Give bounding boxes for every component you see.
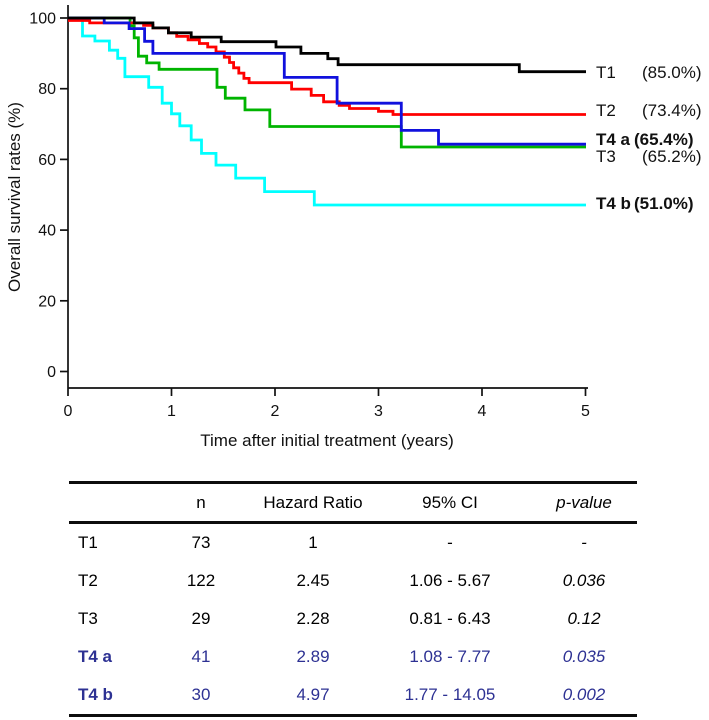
row-n: 41 [191, 647, 211, 666]
row-label: T1 [78, 533, 98, 552]
row-p: - [581, 533, 587, 552]
survival-curve-T1 [68, 16, 586, 74]
y-tick-label: 40 [38, 223, 56, 240]
x-tick-label: 2 [271, 403, 280, 420]
header-n: n [196, 492, 206, 512]
table-row-t4b: T4 b 30 4.97 1.77 - 14.05 0.002 [69, 676, 637, 714]
x-tick-label: 5 [581, 403, 590, 420]
x-tick-label: 0 [64, 403, 73, 420]
table-row-t2: T2 122 2.45 1.06 - 5.67 0.036 [69, 562, 637, 600]
table-header-row: n Hazard Ratio 95% CI p-value [69, 484, 637, 524]
header-p-value: p-value [556, 492, 612, 512]
row-hr: 2.28 [296, 609, 330, 628]
row-ci: 0.81 - 6.43 [409, 609, 491, 628]
survival-curve-T3 [68, 16, 586, 149]
row-ci: 1.06 - 5.67 [409, 571, 491, 590]
km-chart: 0 20 40 60 80 100 0 1 2 3 4 5 Overall survival rates… [5, 5, 702, 450]
row-p: 0.002 [562, 685, 606, 704]
x-tick-label: 1 [167, 403, 176, 420]
y-tick-label: 0 [47, 364, 56, 381]
row-n: 29 [191, 609, 211, 628]
row-n: 30 [191, 685, 211, 704]
x-tick-label: 3 [374, 403, 383, 420]
table-row-t3: T3 29 2.28 0.81 - 6.43 0.12 [69, 600, 637, 638]
row-label: T4 a [78, 647, 113, 666]
row-ci: - [447, 533, 453, 552]
legend-label-T4b: T4 b [596, 194, 631, 213]
legend-pct-T2: (73.4%) [642, 101, 702, 120]
row-hr: 2.45 [296, 571, 330, 590]
legend-pct-T3: (65.2%) [642, 147, 702, 166]
row-hr: 2.89 [296, 647, 330, 666]
header-hazard-ratio: Hazard Ratio [263, 492, 363, 512]
row-p: 0.036 [562, 571, 606, 590]
table-row-t1: T1 73 1 - - [69, 524, 637, 562]
y-tick-label: 60 [38, 152, 56, 169]
row-n: 73 [191, 533, 211, 552]
table-row-t4a: T4 a 41 2.89 1.08 - 7.77 0.035 [69, 638, 637, 676]
row-label: T2 [78, 571, 98, 590]
row-n: 122 [186, 571, 216, 590]
row-p: 0.12 [567, 609, 601, 628]
row-ci: 1.08 - 7.77 [409, 647, 491, 666]
row-label: T3 [78, 609, 98, 628]
legend-label-T4a: T4 a [596, 130, 631, 149]
legend-label-T3: T3 [596, 147, 616, 166]
y-tick-label: 100 [29, 11, 56, 28]
hazard-ratio-table: n Hazard Ratio 95% CI p-value T1 73 1 - … [69, 481, 637, 717]
legend-label-T2: T2 [596, 101, 616, 120]
legend-pct-T4b: (51.0%) [634, 194, 694, 213]
x-tick-label: 4 [478, 403, 487, 420]
row-ci: 1.77 - 14.05 [404, 685, 496, 704]
legend-pct-T4a: (65.4%) [634, 130, 694, 149]
legend-label-T1: T1 [596, 63, 616, 82]
header-95-ci: 95% CI [422, 492, 478, 512]
y-tick-label: 80 [38, 81, 56, 98]
x-axis-title: Time after initial treatment (years) [200, 431, 454, 450]
row-label: T4 b [78, 685, 113, 704]
legend-pct-T1: (85.0%) [642, 63, 702, 82]
row-p: 0.035 [562, 647, 606, 666]
survival-curve-T4a [68, 16, 586, 146]
row-hr: 4.97 [296, 685, 330, 704]
y-tick-label: 20 [38, 293, 56, 310]
row-hr: 1 [308, 533, 318, 552]
survival-curve-T4b [68, 16, 586, 207]
y-axis-title: Overall survival rates (%) [5, 102, 24, 292]
